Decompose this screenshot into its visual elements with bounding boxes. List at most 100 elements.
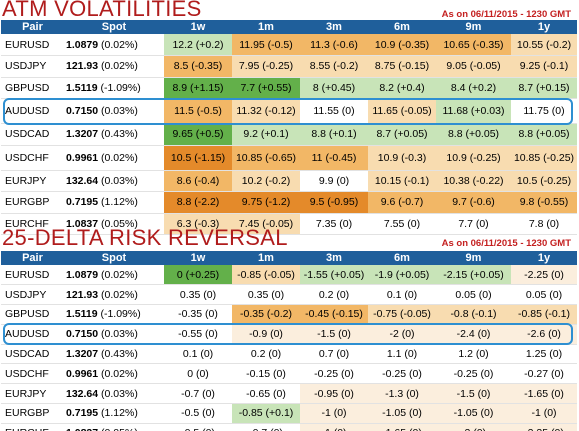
table-row-eurgbp: EURGBP 0.7195 (1.12%) -0.5 (0) -0.85 (+0.1)…: [1, 403, 577, 424]
spot-price: 1.0837: [66, 427, 98, 431]
pair-cell: EURJPY: [1, 170, 64, 192]
table-row-gbpusd: GBPUSD 1.5119 (-1.09%) -0.35 (0) -0.35 (-0.…: [1, 304, 577, 325]
value-cell-1y: 10.55 (-0.2): [511, 34, 577, 56]
value-cell-1m: -0.85 (-0.05): [232, 265, 300, 286]
pair-cell: EURCHF: [1, 213, 64, 235]
value-cell-6m: 10.15 (-0.1): [368, 170, 436, 192]
value-cell-9m: 9.7 (-0.6): [436, 191, 511, 214]
value-cell-3m: -1 (0): [300, 403, 368, 424]
spot-price: 132.64: [66, 174, 99, 187]
spot-cell: 1.0837 (0.05%): [64, 423, 164, 431]
value-cell-6m: 10.9 (-0.3): [368, 145, 436, 171]
col-header-1m: 1m: [232, 251, 300, 265]
spot-price: 0.7195: [66, 407, 99, 420]
col-header-1y: 1y: [511, 20, 577, 34]
spot-change: (0.02%): [101, 38, 138, 51]
value-cell-1y: 11.75 (0): [511, 98, 577, 124]
value-cell-6m: 10.9 (-0.35): [368, 34, 436, 56]
rr-header-row: Pair Spot 1w 1m 3m 6m 9m 1y: [1, 251, 577, 265]
pair-cell: USDJPY: [1, 55, 64, 78]
value-cell-1y: -2.35 (0): [511, 423, 577, 431]
value-cell-9m: -0.25 (0): [436, 363, 511, 385]
value-cell-1w: 6.3 (-0.3): [164, 213, 232, 235]
spot-price: 1.5119: [66, 308, 98, 321]
spot-cell: 0.7150 (0.03%): [64, 98, 164, 124]
spot-change: (0.03%): [101, 174, 138, 187]
pair-cell: EURGBP: [1, 191, 64, 214]
spot-cell: 0.7150 (0.03%): [64, 324, 164, 345]
spot-price: 0.9961: [66, 151, 99, 164]
value-cell-1y: 9.25 (-0.1): [511, 55, 577, 78]
value-cell-9m: 7.7 (0): [436, 213, 511, 235]
table-row-usdcad: USDCAD 1.3207 (0.43%) 9.65 (+0.5) 9.2 (+0.1…: [1, 123, 577, 146]
col-header-1y: 1y: [511, 251, 577, 265]
spot-cell: 121.93 (0.02%): [64, 284, 164, 306]
spot-cell: 1.5119 (-1.09%): [64, 77, 164, 99]
spot-cell: 132.64 (0.03%): [64, 170, 164, 192]
table-row-eurjpy: EURJPY 132.64 (0.03%) 8.6 (-0.4) 10.2 (-0.2…: [1, 170, 577, 192]
spot-cell: 132.64 (0.03%): [64, 383, 164, 405]
pair-cell: USDCHF: [1, 145, 64, 171]
table-row-usdchf: USDCHF 0.9961 (0.02%) 10.5 (-1.15) 10.85 (-…: [1, 145, 577, 171]
spot-cell: 121.93 (0.02%): [64, 55, 164, 78]
pair-cell: EURJPY: [1, 383, 64, 405]
spot-cell: 0.9961 (0.02%): [64, 363, 164, 385]
spot-price: 0.7195: [66, 196, 99, 209]
col-header-spot: Spot: [64, 251, 164, 265]
value-cell-1w: 10.5 (-1.15): [164, 145, 232, 171]
spot-change: (-1.09%): [100, 308, 141, 321]
pair-cell: USDCAD: [1, 123, 64, 146]
spot-cell: 0.7195 (1.12%): [64, 403, 164, 424]
value-cell-9m: 10.38 (-0.22): [436, 170, 511, 192]
value-cell-6m: 11.65 (-0.05): [368, 98, 436, 124]
col-header-1w: 1w: [164, 251, 232, 265]
value-cell-9m: -1.5 (0): [436, 383, 511, 405]
spot-change: (0.03%): [101, 387, 138, 400]
value-cell-1w: -0.5 (0): [164, 403, 232, 424]
col-header-pair: Pair: [1, 251, 64, 265]
value-cell-1m: -0.7 (0): [232, 423, 300, 431]
value-cell-6m: -2 (0): [368, 324, 436, 345]
table-row-audusd: AUDUSD 0.7150 (0.03%) 11.5 (-0.5) 11.32 (-0…: [1, 98, 577, 124]
table-row-eurgbp: EURGBP 0.7195 (1.12%) 8.8 (-2.2) 9.75 (-1.2…: [1, 191, 577, 214]
value-cell-3m: 11.55 (0): [300, 98, 368, 124]
value-cell-1m: -0.35 (-0.2): [232, 304, 300, 325]
col-header-3m: 3m: [300, 20, 368, 34]
spot-price: 1.3207: [66, 348, 99, 361]
spot-price: 1.0879: [66, 38, 99, 51]
value-cell-1m: -0.85 (+0.1): [232, 403, 300, 424]
pair-cell: EURUSD: [1, 265, 64, 286]
spot-change: (1.12%): [101, 196, 138, 209]
table-row-gbpusd: GBPUSD 1.5119 (-1.09%) 8.9 (+1.15) 7.7 (+0.…: [1, 77, 577, 99]
table-row-eurchf: EURCHF 1.0837 (0.05%) 6.3 (-0.3) 7.45 (-0.0…: [1, 213, 577, 235]
spot-change: (0.02%): [101, 60, 138, 73]
col-header-spot: Spot: [64, 20, 164, 34]
value-cell-3m: 0.2 (0): [300, 284, 368, 306]
value-cell-1m: -0.65 (0): [232, 383, 300, 405]
spot-change: (0.03%): [101, 328, 138, 341]
spot-price: 132.64: [66, 387, 99, 400]
value-cell-3m: -0.95 (0): [300, 383, 368, 405]
col-header-1m: 1m: [232, 20, 300, 34]
value-cell-3m: 8.55 (-0.2): [300, 55, 368, 78]
value-cell-1m: 7.45 (-0.05): [232, 213, 300, 235]
spot-cell: 0.7195 (1.12%): [64, 191, 164, 214]
pair-cell: GBPUSD: [1, 304, 64, 325]
value-cell-1y: 0.05 (0): [511, 284, 577, 306]
value-cell-6m: 8.2 (+0.4): [368, 77, 436, 99]
spot-price: 1.0879: [66, 268, 99, 281]
value-cell-1w: 9.65 (+0.5): [164, 123, 232, 146]
value-cell-6m: -0.25 (0): [368, 363, 436, 385]
value-cell-1w: 12.2 (+0.2): [164, 34, 232, 56]
value-cell-1w: 0 (+0.25): [164, 265, 232, 286]
value-cell-6m: 1.1 (0): [368, 344, 436, 365]
table-row-usdchf: USDCHF 0.9961 (0.02%) 0 (0) -0.15 (0) -0.25 …: [1, 363, 577, 385]
table-row-audusd: AUDUSD 0.7150 (0.03%) -0.55 (0) -0.9 (0) -1.…: [1, 324, 577, 345]
risk-reversal-table: Pair Spot 1w 1m 3m 6m 9m 1y EURUSD 1.0879…: [1, 251, 577, 431]
table-row-eurusd: EURUSD 1.0879 (0.02%) 12.2 (+0.2) 11.95 (-0…: [1, 34, 577, 56]
value-cell-3m: 8.8 (+0.1): [300, 123, 368, 146]
value-cell-1m: -0.9 (0): [232, 324, 300, 345]
col-header-9m: 9m: [436, 20, 511, 34]
value-cell-6m: -1.65 (0): [368, 423, 436, 431]
atm-volatilities-table: Pair Spot 1w 1m 3m 6m 9m 1y EURUSD 1.0879…: [1, 20, 577, 235]
